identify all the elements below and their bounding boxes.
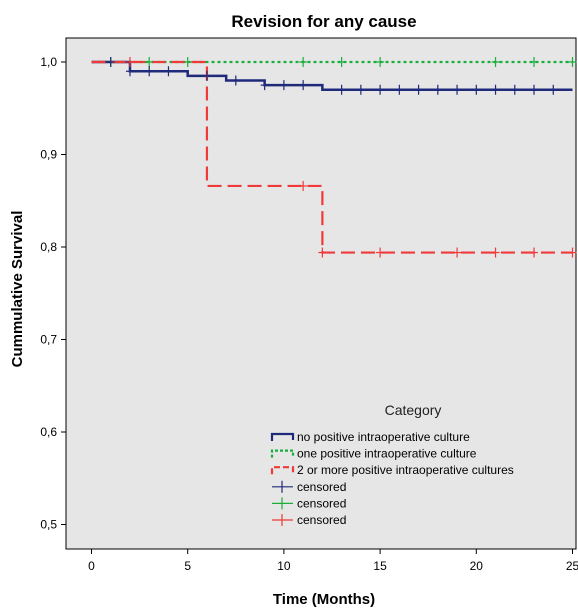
- censor-mark: [356, 84, 365, 95]
- censor-mark: [568, 247, 577, 258]
- censor-mark: [145, 66, 154, 77]
- legend-label: no positive intraoperative culture: [297, 430, 470, 444]
- y-tick-label: 0,9: [40, 148, 57, 162]
- legend-entry: censored: [272, 513, 346, 527]
- legend-label: censored: [297, 496, 346, 510]
- censor-mark: [183, 57, 192, 67]
- censor-mark: [231, 75, 240, 86]
- legend: Category no positive intraoperative cultu…: [270, 402, 514, 527]
- axis-ticks: 0 5 10 15 20 25 0,5 0,6 0,7 0,8 0,9 1,0: [40, 55, 578, 573]
- legend-label: censored: [297, 513, 346, 527]
- censor-mark: [318, 247, 327, 258]
- censor-mark: [299, 180, 308, 191]
- censor-mark: [106, 57, 115, 67]
- censor-mark: [299, 80, 308, 91]
- censor-mark: [491, 247, 500, 258]
- censor-mark: [433, 84, 442, 95]
- censor-mark: [491, 57, 500, 67]
- x-tick-label: 25: [566, 559, 578, 573]
- legend-entry: censored: [272, 480, 346, 494]
- legend-entry: 2 or more positive intraoperative cultur…: [270, 463, 514, 477]
- censor-mark: [414, 84, 423, 95]
- x-tick-label: 10: [277, 559, 291, 573]
- censor-mark: [530, 57, 539, 67]
- x-tick-label: 0: [88, 559, 95, 573]
- censor-mark: [337, 57, 346, 67]
- x-axis-label: Time (Months): [273, 591, 375, 608]
- censor-mark: [125, 66, 134, 77]
- legend-swatch: [270, 449, 295, 458]
- x-tick-label: 20: [470, 559, 484, 573]
- chart-title: Revision for any cause: [231, 12, 416, 31]
- censor-mark: [491, 84, 500, 95]
- x-tick-label: 15: [373, 559, 387, 573]
- y-tick-label: 0,8: [40, 240, 57, 254]
- censor-mark: [453, 84, 462, 95]
- censor-mark: [530, 247, 539, 258]
- y-tick-label: 0,7: [40, 333, 57, 347]
- y-axis-label: Cummulative Survival: [9, 211, 26, 368]
- censor-mark: [376, 57, 385, 67]
- legend-label: censored: [297, 480, 346, 494]
- censor-mark: [125, 57, 134, 67]
- censor-mark: [299, 57, 308, 67]
- legend-entry: censored: [272, 496, 346, 510]
- plot-area: [65, 37, 577, 550]
- censor-mark: [376, 84, 385, 95]
- censor-mark: [510, 84, 519, 95]
- legend-label: one positive intraoperative culture: [297, 447, 477, 461]
- censor-mark: [453, 247, 462, 258]
- y-tick-label: 0,5: [40, 518, 57, 532]
- y-tick-label: 0,6: [40, 425, 57, 439]
- censor-mark: [337, 84, 346, 95]
- legend-swatch: [270, 466, 295, 475]
- series-line-2: [91, 60, 573, 254]
- censor-mark: [260, 80, 269, 91]
- legend-entry: one positive intraoperative culture: [270, 447, 477, 461]
- censor-mark: [530, 84, 539, 95]
- y-tick-label: 1,0: [40, 55, 57, 69]
- censor-mark: [145, 57, 154, 67]
- censor-mark: [549, 84, 558, 95]
- legend-swatch: [270, 432, 295, 441]
- censor-mark: [395, 84, 404, 95]
- censor-mark: [164, 66, 173, 77]
- censor-mark: [568, 57, 577, 67]
- censor-mark: [376, 247, 385, 258]
- legend-label: 2 or more positive intraoperative cultur…: [297, 463, 514, 477]
- censor-mark: [279, 80, 288, 91]
- legend-title: Category: [385, 402, 442, 418]
- x-tick-label: 5: [184, 559, 191, 573]
- censor-layer: [106, 57, 577, 258]
- censor-mark: [202, 70, 211, 81]
- legend-entry: no positive intraoperative culture: [270, 430, 470, 444]
- censor-mark: [472, 84, 481, 95]
